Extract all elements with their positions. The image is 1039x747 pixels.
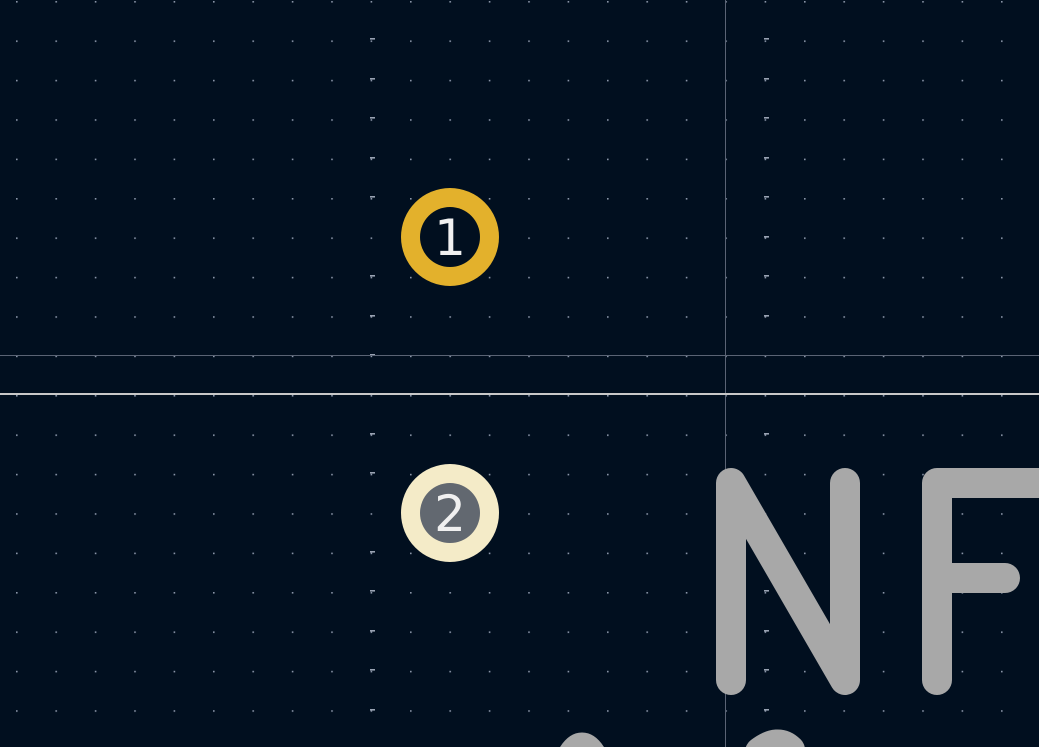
pad-1-number: 1 — [434, 209, 466, 267]
pad-1-hole — [420, 207, 480, 267]
reference-glyphs-lower — [561, 729, 805, 747]
pad-2-hole — [420, 483, 480, 543]
reference-designator[interactable]: NF — [561, 468, 1039, 747]
reference-glyphs — [716, 468, 1039, 695]
pad-2-number: 2 — [434, 485, 466, 543]
pad-2[interactable]: 2 — [401, 464, 499, 562]
pad-1[interactable]: 1 — [401, 188, 499, 286]
